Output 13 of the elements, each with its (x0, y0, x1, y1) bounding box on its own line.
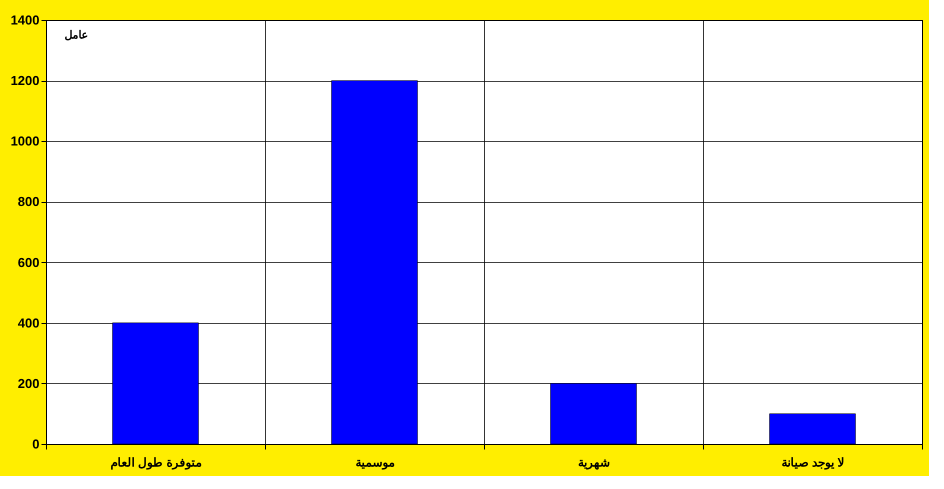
x-tick-label: لا يوجد صيانة (782, 456, 844, 470)
y-tick-label: 0 (32, 436, 40, 452)
y-tick-label: 800 (18, 194, 40, 210)
x-tick-label: متوفرة طول العام (110, 456, 202, 470)
y-tick-label: 400 (18, 315, 40, 330)
y-tick-label: 600 (18, 254, 40, 270)
x-tick-label: موسمية (356, 456, 394, 470)
y-tick-label: 1000 (10, 134, 40, 149)
y-tick-label: 1200 (10, 73, 40, 88)
y-tick-label: 1400 (10, 12, 40, 28)
x-tick-label: شهرية (578, 456, 610, 470)
y-axis-title: عامل (64, 30, 88, 42)
y-tick-label: 200 (18, 376, 40, 391)
